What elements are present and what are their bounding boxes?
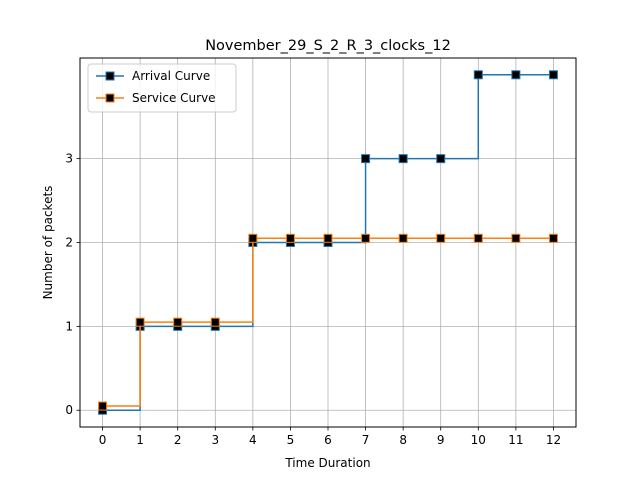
data-point-marker (548, 233, 558, 243)
data-point-marker (436, 154, 446, 164)
legend-entry-label: Arrival Curve (132, 69, 210, 83)
x-tick-label: 2 (174, 433, 182, 447)
x-tick-label: 9 (437, 433, 445, 447)
y-tick-label: 1 (65, 319, 73, 333)
y-tick-label: 0 (65, 403, 73, 417)
x-tick-label: 11 (508, 433, 523, 447)
x-tick-label: 7 (362, 433, 370, 447)
legend-marker-swatch (105, 71, 115, 81)
data-point-marker (361, 154, 371, 164)
data-point-marker (548, 70, 558, 80)
data-point-marker (436, 233, 446, 243)
x-tick-label: 10 (471, 433, 486, 447)
data-point-marker (361, 233, 371, 243)
x-tick-label: 5 (287, 433, 295, 447)
legend: Arrival Curve Service Curve (87, 63, 237, 113)
data-point-marker (473, 70, 483, 80)
legend-box (87, 63, 237, 113)
y-axis-label: Number of packets (41, 186, 55, 300)
y-tick-label: 3 (65, 152, 73, 166)
data-point-marker (285, 233, 295, 243)
x-axis-label: Time Duration (284, 456, 370, 470)
data-point-marker (135, 317, 145, 327)
data-point-marker (511, 233, 521, 243)
x-tick-label: 3 (211, 433, 219, 447)
x-tick-label: 12 (546, 433, 561, 447)
x-tick-label: 4 (249, 433, 257, 447)
data-point-marker (398, 154, 408, 164)
data-point-marker (473, 233, 483, 243)
chart-title: November_29_S_2_R_3_clocks_12 (205, 38, 451, 54)
data-series (98, 70, 558, 415)
data-point-marker (248, 233, 258, 243)
data-point-marker (398, 233, 408, 243)
data-point-marker (323, 233, 333, 243)
data-point-marker (210, 317, 220, 327)
x-tick-label: 0 (99, 433, 107, 447)
data-point-marker (98, 401, 108, 411)
x-tick-label: 8 (399, 433, 407, 447)
y-tick-label: 2 (65, 236, 73, 250)
data-point-marker (511, 70, 521, 80)
data-point-marker (173, 317, 183, 327)
x-tick-label: 1 (136, 433, 144, 447)
legend-marker-swatch (105, 93, 115, 103)
legend-entry-label: Service Curve (132, 91, 216, 105)
x-tick-label: 6 (324, 433, 332, 447)
